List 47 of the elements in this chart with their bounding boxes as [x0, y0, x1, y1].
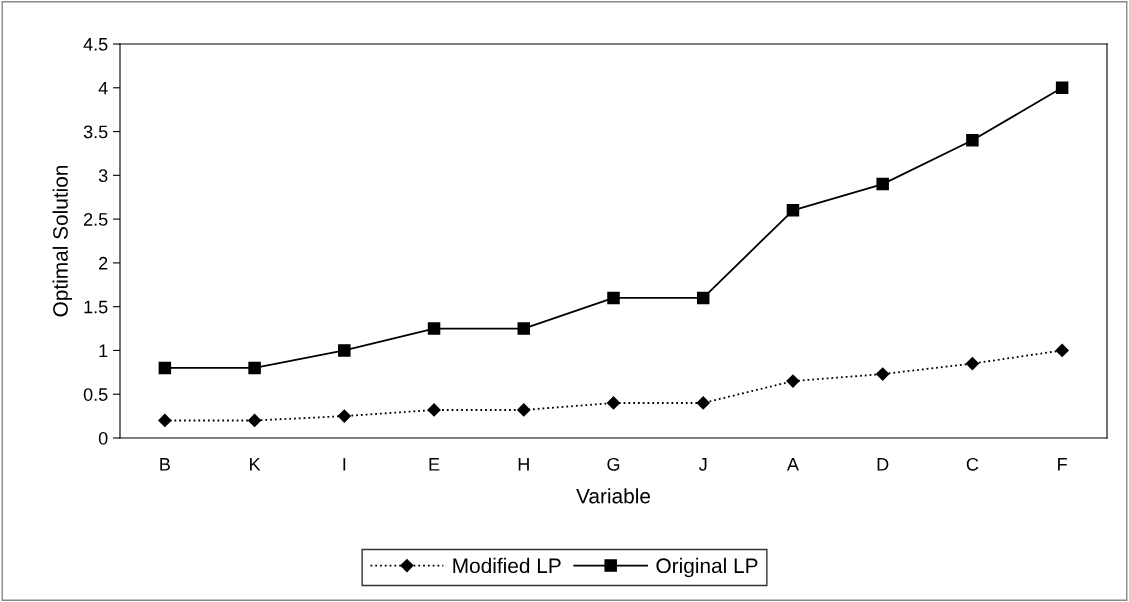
point: [876, 177, 889, 191]
point: [338, 344, 351, 357]
y-axis-title: Optimal Solution: [52, 165, 72, 317]
point: [248, 413, 262, 428]
y-tick-label: 4: [98, 81, 108, 95]
x-tick-label: B: [160, 458, 170, 471]
point: [696, 291, 710, 305]
point: [606, 396, 621, 410]
point: [786, 374, 800, 388]
point: [786, 204, 800, 217]
x-tick-label: K: [250, 458, 261, 471]
x-tick-label: C: [966, 457, 979, 471]
point: [966, 134, 979, 147]
point: [696, 396, 710, 410]
y-tick-label: 2.5: [84, 213, 108, 226]
x-tick-label: I: [343, 458, 346, 471]
point: [876, 367, 890, 381]
point: [427, 322, 441, 335]
point: [965, 356, 979, 371]
legend-label: Original LP: [656, 557, 758, 578]
y-tick-label: 3.5: [83, 125, 108, 139]
y-tick-label: 0: [98, 431, 108, 445]
point: [517, 322, 531, 335]
x-tick-label: G: [607, 457, 620, 471]
point: [158, 361, 172, 375]
y-tick-label: 1: [99, 344, 108, 357]
y-tick-label: 4.5: [83, 38, 108, 51]
y-tick-label: 0.5: [83, 388, 108, 401]
point: [1055, 81, 1069, 95]
y-tick-label: 1.5: [84, 300, 108, 314]
legend-label: Modified LP: [453, 557, 561, 574]
x-axis-title: Variable: [576, 488, 651, 504]
point: [248, 361, 261, 375]
x-tick-label: J: [699, 458, 707, 471]
y-tick-label: 3: [98, 169, 108, 183]
point: [607, 291, 620, 305]
point: [337, 409, 351, 423]
x-tick-label: E: [429, 458, 440, 471]
point: [158, 413, 172, 428]
x-tick-label: H: [518, 458, 529, 471]
y-tick-label: 2: [99, 256, 108, 270]
point: [1055, 343, 1069, 358]
point: [517, 403, 531, 417]
x-tick-label: D: [877, 458, 889, 471]
point: [427, 403, 441, 417]
x-tick-label: A: [786, 458, 799, 471]
x-tick-label: F: [1058, 458, 1067, 471]
